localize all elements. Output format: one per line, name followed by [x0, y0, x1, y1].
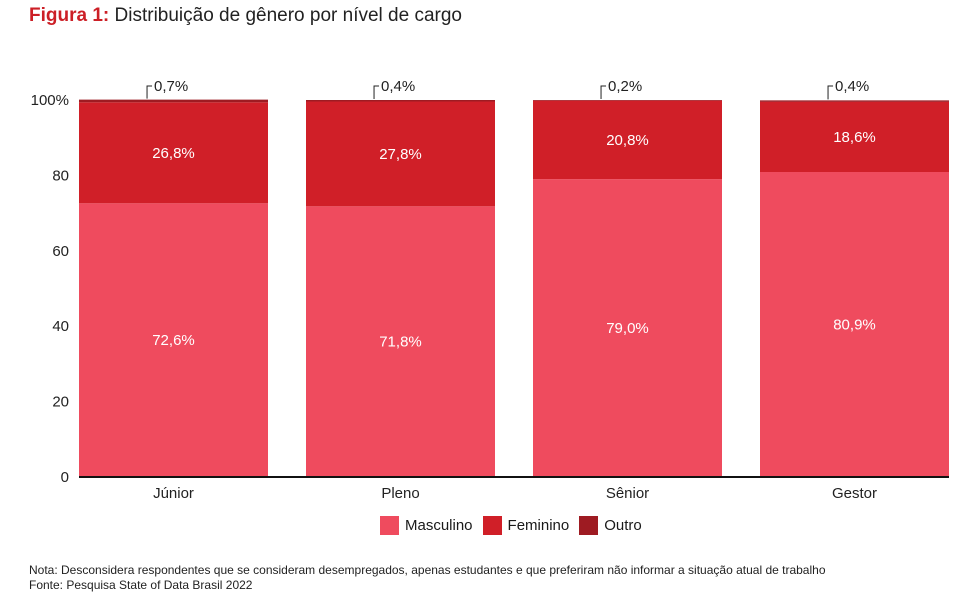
source-text: Fonte: Pesquisa State of Data Brasil 202…: [29, 578, 253, 592]
data-label-masculino: 80,9%: [833, 317, 876, 334]
bar-segment-masculino: [79, 203, 268, 477]
y-tick-label: 100%: [31, 92, 69, 109]
y-tick-label: 20: [52, 394, 69, 411]
bar-segment-feminino: [306, 101, 495, 207]
figure-number: Figura 1:: [29, 5, 110, 26]
figure-title-text: Distribuição de gênero por nível de carg…: [114, 5, 462, 26]
bar-segment-outro: [306, 100, 495, 102]
legend-swatch-masculino: [380, 516, 399, 535]
data-label-outro: 0,7%: [154, 78, 188, 95]
callout-line: [373, 85, 380, 99]
data-label-masculino: 79,0%: [606, 320, 649, 337]
legend-swatch-outro: [579, 516, 599, 535]
bar-segment-masculino: [306, 206, 495, 477]
callout-line: [827, 85, 834, 100]
stacked-bar-chart: 0 20 40 60 80 100% 72,6% 26,8% 0,7% Júnior 71,8% 27…: [31, 78, 949, 502]
legend-item-outro: Outro: [579, 516, 642, 535]
chart-title: Figura 1: Distribuição de gênero por nív…: [29, 5, 462, 27]
bar-segment-feminino: [533, 100, 722, 180]
legend-swatch-feminino: [482, 516, 502, 535]
bar-segment-feminino: [760, 101, 949, 173]
data-label-outro: 0,4%: [835, 78, 869, 95]
x-tick-label: Sênior: [606, 485, 649, 502]
y-tick-label: 40: [52, 318, 69, 335]
legend-label-outro: Outro: [604, 517, 642, 534]
x-tick-label: Júnior: [153, 485, 194, 502]
data-label-feminino: 20,8%: [606, 132, 649, 149]
bar-segment-outro: [79, 99, 268, 103]
legend-label-feminino: Feminino: [507, 517, 570, 534]
x-tick-label: Gestor: [832, 485, 877, 502]
callout-line: [600, 85, 607, 99]
bar-segment-masculino: [533, 179, 722, 478]
data-label-feminino: 26,8%: [152, 145, 195, 162]
data-label-outro: 0,4%: [381, 78, 415, 95]
data-label-outro: 0,2%: [608, 78, 642, 95]
x-tick-label: Pleno: [381, 485, 419, 502]
chart-legend: Masculino Feminino Outro: [380, 516, 652, 535]
data-label-masculino: 72,6%: [152, 332, 195, 349]
bar-segment-masculino: [760, 172, 949, 477]
legend-label-masculino: Masculino: [405, 517, 473, 534]
callout-line: [146, 85, 153, 99]
data-label-feminino: 18,6%: [833, 129, 876, 146]
y-tick-label: 60: [52, 243, 69, 260]
bar-segment-outro: [760, 100, 949, 102]
legend-item-feminino: Feminino: [482, 516, 570, 535]
legend-item-masculino: Masculino: [380, 516, 473, 535]
note-text: Nota: Desconsidera respondentes que se c…: [29, 563, 826, 577]
bar-segment-feminino: [79, 102, 268, 204]
y-tick-label: 80: [52, 167, 69, 184]
bar-segment-outro: [533, 100, 722, 101]
chart-notes: Nota: Desconsidera respondentes que se c…: [29, 563, 826, 593]
data-label-feminino: 27,8%: [379, 146, 422, 163]
y-tick-label: 0: [61, 469, 69, 486]
data-label-masculino: 71,8%: [379, 334, 422, 351]
